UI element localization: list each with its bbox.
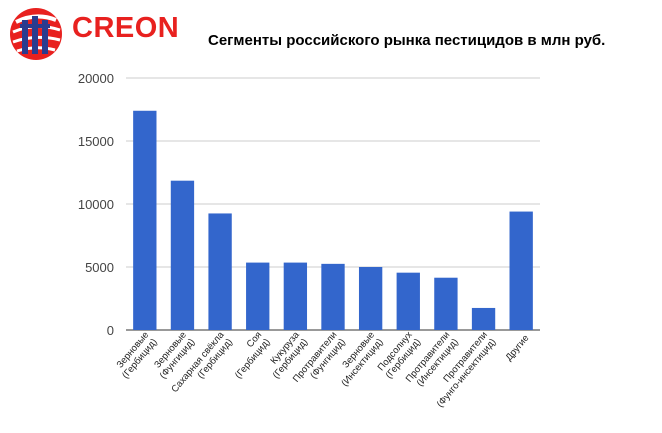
x-tick-label: Другие [503, 333, 531, 363]
bar [170, 180, 195, 330]
y-tick-label: 10000 [78, 197, 114, 212]
bar [471, 307, 496, 330]
y-tick-label: 5000 [85, 260, 114, 275]
y-tick-label: 15000 [78, 134, 114, 149]
x-tick-label: Зерновые(Гербицид) [112, 330, 160, 381]
bar [246, 262, 270, 330]
bar [133, 110, 157, 330]
x-tick-label: Соя(Гербицид) [225, 330, 273, 381]
x-tick-label-line: Другие [503, 333, 531, 363]
bar [396, 272, 420, 330]
bar [509, 211, 533, 330]
brand-name: CREON [72, 12, 180, 44]
bar [283, 262, 308, 330]
y-tick-label: 20000 [78, 71, 114, 86]
bar [208, 213, 232, 330]
creon-globe-icon [10, 8, 62, 60]
creon-logo [10, 8, 62, 60]
bar [434, 277, 458, 330]
chart-title: Сегменты российского рынка пестицидов в … [208, 32, 606, 49]
y-tick-label: 0 [107, 323, 114, 338]
bar [358, 267, 383, 330]
bar [321, 263, 345, 330]
